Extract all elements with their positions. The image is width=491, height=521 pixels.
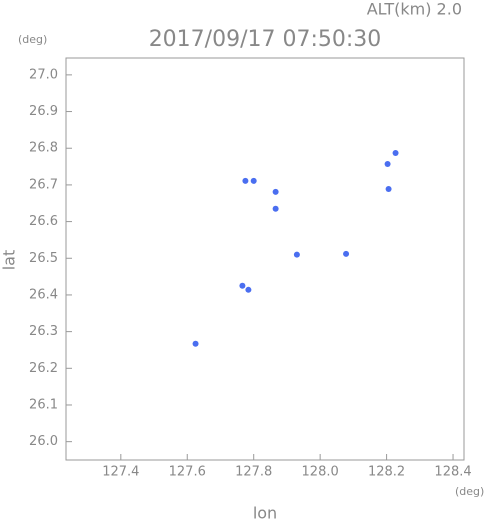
y-tick-label: 26.8 [29, 141, 58, 156]
echo-point [343, 250, 350, 257]
altitude-label: ALT(km) 2.0 [367, 0, 462, 19]
y-tick-label: 26.2 [29, 361, 58, 376]
x-tick-label: 128.0 [302, 465, 339, 480]
echo-point [385, 185, 392, 192]
x-tick-label: 127.6 [169, 465, 206, 480]
y-tick-label: 26.1 [29, 397, 58, 412]
echo-point [239, 282, 246, 289]
chart-title: 2017/09/17 07:50:30 [149, 27, 382, 52]
echo-point [272, 188, 279, 195]
plot-frame [65, 57, 465, 461]
x-tick-label: 128.4 [434, 465, 471, 480]
echo-point [293, 251, 300, 258]
echo-point [250, 177, 257, 184]
x-axis-label: lon [253, 504, 277, 521]
x-tick-label: 127.4 [102, 465, 139, 480]
echo-point [272, 205, 279, 212]
echo-point [245, 286, 252, 293]
y-tick-label: 27.0 [29, 67, 58, 82]
echo-point [192, 340, 199, 347]
y-tick-label: 26.7 [29, 177, 58, 192]
x-unit: (deg) [455, 485, 484, 498]
x-tick-label: 128.2 [368, 465, 405, 480]
y-tick-label: 26.4 [29, 287, 58, 302]
echo-point [242, 177, 249, 184]
y-unit: (deg) [18, 33, 47, 46]
y-tick-label: 26.9 [29, 104, 58, 119]
y-axis-label: lat [0, 250, 19, 271]
x-tick-label: 127.8 [235, 465, 272, 480]
echo-point [392, 149, 399, 156]
y-tick-label: 26.0 [29, 434, 58, 449]
y-tick-label: 26.5 [29, 251, 58, 266]
y-tick-label: 26.3 [29, 324, 58, 339]
y-tick-label: 26.6 [29, 214, 58, 229]
echo-point [384, 161, 391, 168]
